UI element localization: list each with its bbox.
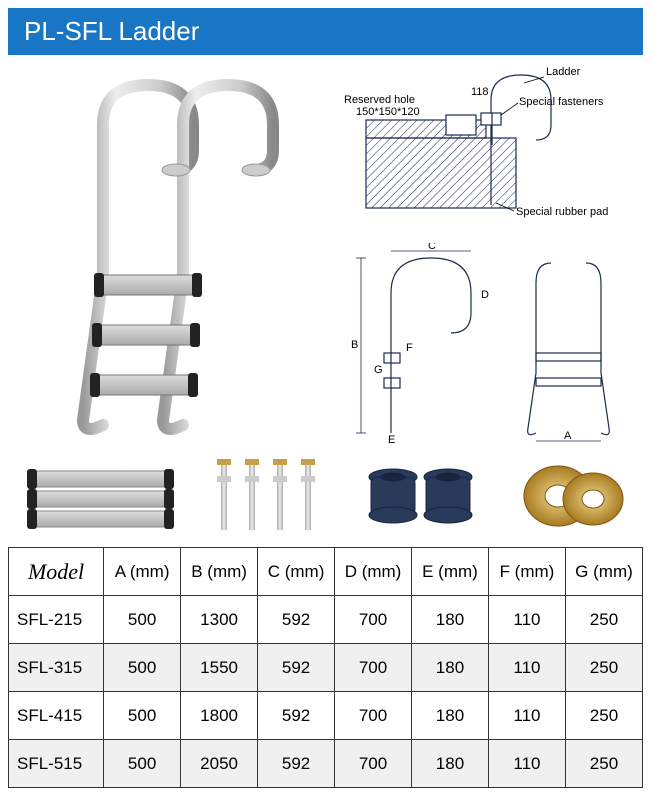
dim-E: E [388,434,395,443]
col-dim: G (mm) [565,548,642,596]
dim-C: C [428,243,436,252]
cell-value: 700 [335,644,412,692]
cell-value: 110 [488,692,565,740]
cell-value: 110 [488,644,565,692]
cell-value: 180 [412,644,489,692]
label-rubber-pad: Special rubber pad [516,206,608,218]
part-flanges [518,461,628,531]
cell-value: 250 [565,740,642,788]
dim-F: F [406,342,413,354]
cell-value: 250 [565,644,642,692]
cell-value: 500 [104,740,181,788]
imagery-row: Ladder Reserved hole 150*150*120 Special… [8,65,643,445]
col-dim: B (mm) [181,548,258,596]
cell-value: 1300 [181,596,258,644]
install-diagram: Ladder Reserved hole 150*150*120 Special… [336,65,636,235]
label-fasteners: Special fasteners [519,96,604,108]
label-reserved-hole: Reserved hole [344,94,415,106]
part-steps [23,459,178,534]
cell-value: 1800 [181,692,258,740]
dim-B: B [351,339,358,351]
cell-value: 250 [565,692,642,740]
cell-value: 2050 [181,740,258,788]
dim-A: A [564,430,572,442]
cell-value: 700 [335,596,412,644]
cell-value: 180 [412,740,489,788]
parts-row [8,451,643,541]
col-dim: D (mm) [335,548,412,596]
cell-model: SFL-515 [9,740,104,788]
label-reserved-dim: 150*150*120 [356,106,420,118]
title-bar: PL-SFL Ladder [8,8,643,55]
col-model: Model [9,548,104,596]
table-row: SFL-3155001550592700180110250 [9,644,643,692]
cell-value: 592 [258,740,335,788]
cell-value: 110 [488,740,565,788]
table-row: SFL-4155001800592700180110250 [9,692,643,740]
cell-value: 180 [412,596,489,644]
cell-value: 250 [565,596,642,644]
label-118: 118 [471,86,489,98]
cell-value: 110 [488,596,565,644]
dim-G: G [374,364,383,376]
product-photo [8,65,328,445]
cell-value: 592 [258,644,335,692]
cell-value: 500 [104,644,181,692]
col-dim: A (mm) [104,548,181,596]
cell-value: 592 [258,596,335,644]
part-bolts [208,454,328,539]
page-container: PL-SFL Ladder [0,0,651,796]
table-row: SFL-5155002050592700180110250 [9,740,643,788]
cell-model: SFL-215 [9,596,104,644]
cell-value: 592 [258,692,335,740]
cell-value: 1550 [181,644,258,692]
col-dim: E (mm) [412,548,489,596]
label-ladder: Ladder [546,66,581,78]
cell-value: 180 [412,692,489,740]
cell-value: 500 [104,596,181,644]
cell-value: 700 [335,692,412,740]
technical-diagrams: Ladder Reserved hole 150*150*120 Special… [336,65,636,445]
cell-model: SFL-415 [9,692,104,740]
part-rubber-plugs [358,459,488,534]
col-dim: F (mm) [488,548,565,596]
cell-model: SFL-315 [9,644,104,692]
table-row: SFL-2155001300592700180110250 [9,596,643,644]
page-title: PL-SFL Ladder [24,16,199,46]
spec-table: ModelA (mm)B (mm)C (mm)D (mm)E (mm)F (mm… [8,547,643,788]
cell-value: 700 [335,740,412,788]
cell-value: 500 [104,692,181,740]
col-dim: C (mm) [258,548,335,596]
dimension-diagram: B C D F G E A [336,243,636,443]
dim-D: D [481,289,489,301]
